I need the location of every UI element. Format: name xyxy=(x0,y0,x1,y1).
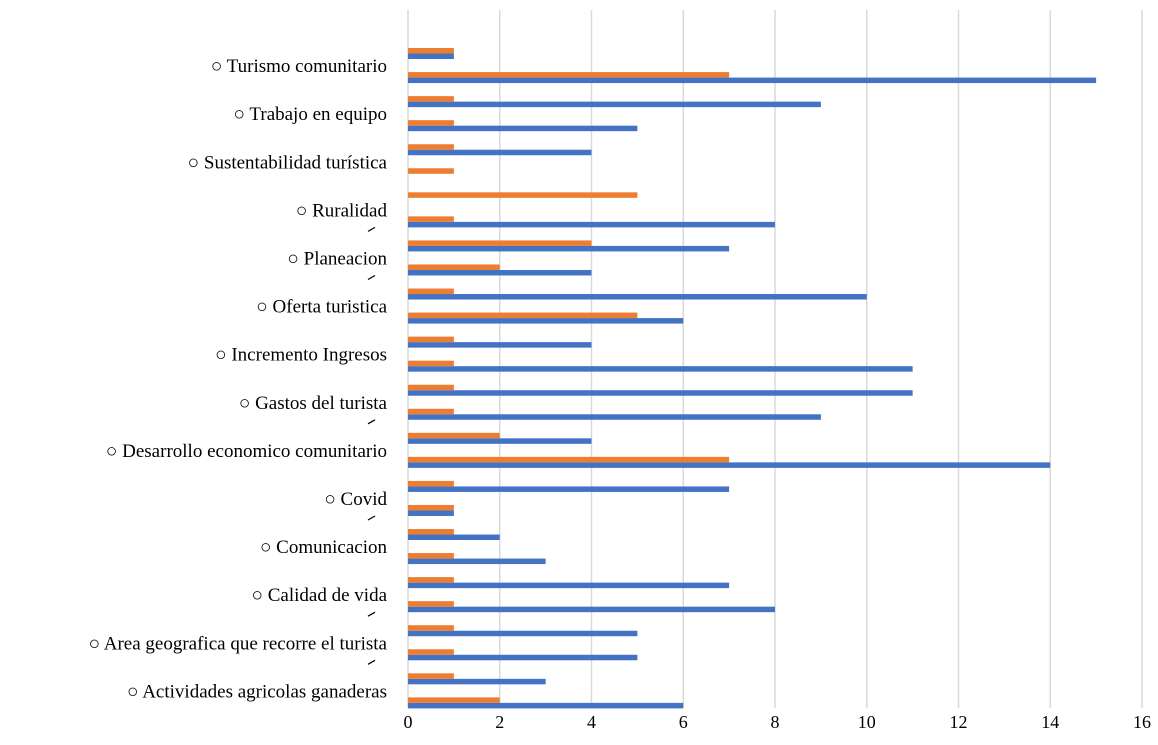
bar-blue xyxy=(408,486,730,492)
bar-orange xyxy=(408,432,500,439)
bar-orange xyxy=(408,336,454,343)
bar-blue xyxy=(408,534,500,541)
bar-orange xyxy=(408,384,454,391)
category-label: ○ Ruralidad xyxy=(296,200,388,221)
bar-blue xyxy=(408,582,730,589)
category-label: ○ Desarrollo economico comunitario xyxy=(106,441,387,462)
bar-blue xyxy=(408,654,638,661)
bar-orange xyxy=(408,504,454,511)
bar-orange xyxy=(408,168,454,174)
bar-orange xyxy=(408,312,638,319)
bar-orange xyxy=(408,144,454,150)
accent-mark xyxy=(367,611,376,617)
category-label: ○ Area geografica que recorre el turista xyxy=(89,633,388,654)
bar-blue xyxy=(408,390,913,396)
bar-orange xyxy=(408,697,500,703)
bar-orange xyxy=(408,216,454,222)
bar-orange xyxy=(408,288,454,295)
bar-blue xyxy=(408,366,913,372)
bar-blue xyxy=(408,245,730,252)
bar-orange xyxy=(408,360,454,367)
category-label: ○ Actividades agricolas ganaderas xyxy=(127,681,387,702)
bar-orange xyxy=(408,408,454,415)
bar-orange xyxy=(408,601,454,607)
accent-mark xyxy=(367,515,376,521)
accent-mark xyxy=(367,226,376,232)
category-label: ○ Calidad de vida xyxy=(252,585,388,606)
accent-mark xyxy=(367,419,376,425)
accent-mark xyxy=(367,659,376,665)
bar-orange xyxy=(408,577,454,583)
gridlines xyxy=(407,10,1143,708)
x-tick-label: 4 xyxy=(587,712,596,732)
bar-blue xyxy=(408,630,638,637)
category-label: ○ Turismo comunitario xyxy=(211,56,387,77)
bars xyxy=(408,48,1097,709)
x-tick-label: 6 xyxy=(679,712,688,732)
bar-orange xyxy=(408,240,592,246)
x-tick-label: 10 xyxy=(858,712,876,732)
bar-orange xyxy=(408,120,454,126)
bar-orange xyxy=(408,649,454,655)
category-label: ○ Planeacion xyxy=(287,248,387,269)
category-labels: ○ Turismo comunitario ○ Trabajo en equipo… xyxy=(89,56,388,702)
bar-blue xyxy=(408,606,775,613)
category-label: ○ Gastos del turista xyxy=(239,393,388,414)
bar-orange xyxy=(408,529,454,535)
bar-orange xyxy=(408,192,638,198)
bar-blue xyxy=(408,678,546,685)
bar-blue xyxy=(408,342,592,348)
bar-blue xyxy=(408,221,775,228)
bar-blue xyxy=(408,414,821,420)
accent-mark xyxy=(367,274,376,281)
category-label: ○ Trabajo en equipo xyxy=(234,104,387,125)
bar-blue xyxy=(408,510,454,516)
bar-orange xyxy=(408,625,454,631)
category-label: ○ Sustentabilidad turística xyxy=(188,152,388,173)
bar-blue xyxy=(408,125,638,132)
bar-blue xyxy=(408,149,592,156)
category-label: ○ Incremento Ingresos xyxy=(215,345,387,366)
bar-blue xyxy=(408,558,546,565)
bar-orange xyxy=(408,264,500,270)
x-tick-label: 2 xyxy=(495,712,504,732)
x-tick-label: 8 xyxy=(771,712,780,732)
bar-orange xyxy=(408,48,454,54)
x-tick-label: 12 xyxy=(950,712,968,732)
bar-blue xyxy=(408,462,1051,468)
bar-blue xyxy=(408,438,592,444)
category-label: ○ Comunicacion xyxy=(260,537,388,558)
bar-orange xyxy=(408,553,454,559)
bar-blue xyxy=(408,77,1097,84)
category-label: ○ Oferta turistica xyxy=(256,297,387,318)
bar-blue xyxy=(408,269,592,276)
bar-blue xyxy=(408,101,821,108)
x-tick-label: 16 xyxy=(1133,712,1151,732)
x-tick-label: 14 xyxy=(1041,712,1059,732)
bar-orange xyxy=(408,72,730,78)
bar-blue xyxy=(408,294,867,300)
bar-blue xyxy=(408,702,684,709)
bar-blue xyxy=(408,53,454,60)
bar-blue xyxy=(408,318,684,324)
bar-orange xyxy=(408,96,454,102)
bar-orange xyxy=(408,480,454,487)
x-axis-tick-labels: 0 2 4 6 8 10 12 14 16 xyxy=(404,712,1152,732)
bar-orange xyxy=(408,456,730,463)
bar-orange xyxy=(408,673,454,679)
x-tick-label: 0 xyxy=(404,712,413,732)
category-label: ○ Covid xyxy=(324,489,387,510)
